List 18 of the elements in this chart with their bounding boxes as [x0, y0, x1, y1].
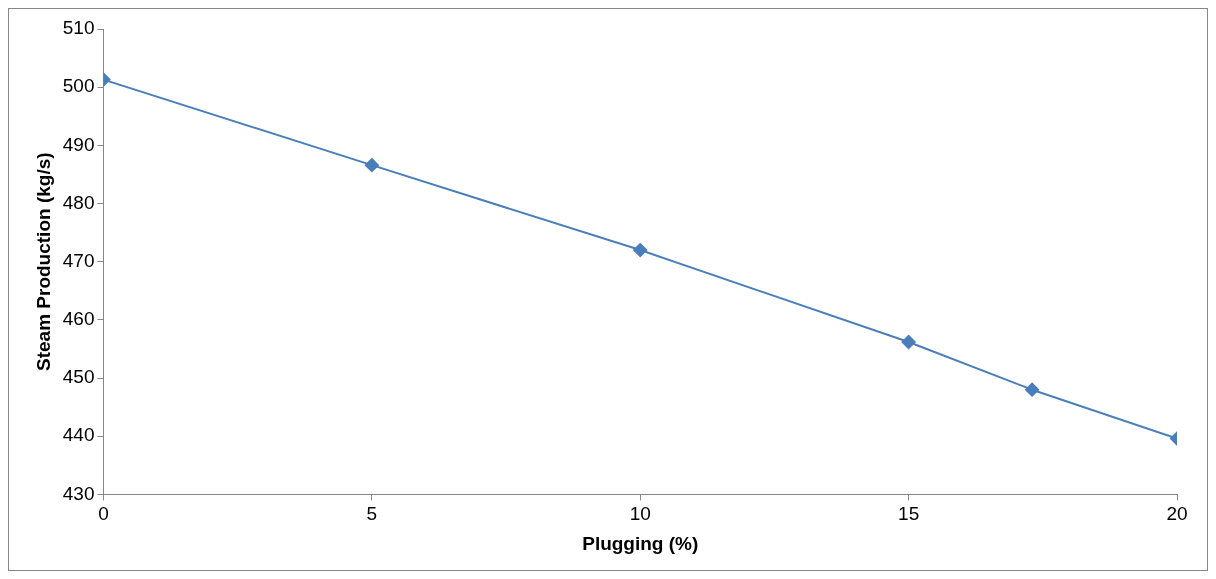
y-tick-label: 510 [62, 17, 95, 39]
y-tick-label: 460 [62, 308, 95, 330]
y-tick-label: 480 [62, 191, 95, 213]
y-tick-label: 450 [62, 366, 95, 388]
x-tick-label: 15 [898, 503, 920, 525]
y-axis-title: Steam Production (kg/s) [32, 152, 54, 371]
y-tick-label: 440 [62, 424, 95, 446]
x-axis-title: Plugging (%) [582, 532, 699, 554]
point [901, 334, 916, 349]
x-tick-label: 20 [1166, 503, 1188, 525]
x-tick-label: 10 [629, 503, 651, 525]
x-tick-label: 5 [366, 503, 378, 525]
point [633, 243, 648, 258]
y-tick-label: 470 [62, 249, 95, 271]
y-tick-label: 500 [62, 75, 95, 97]
y-tick-label: 430 [62, 482, 95, 504]
x-tick-label: 0 [98, 503, 109, 525]
y-tick-label: 490 [62, 133, 95, 155]
